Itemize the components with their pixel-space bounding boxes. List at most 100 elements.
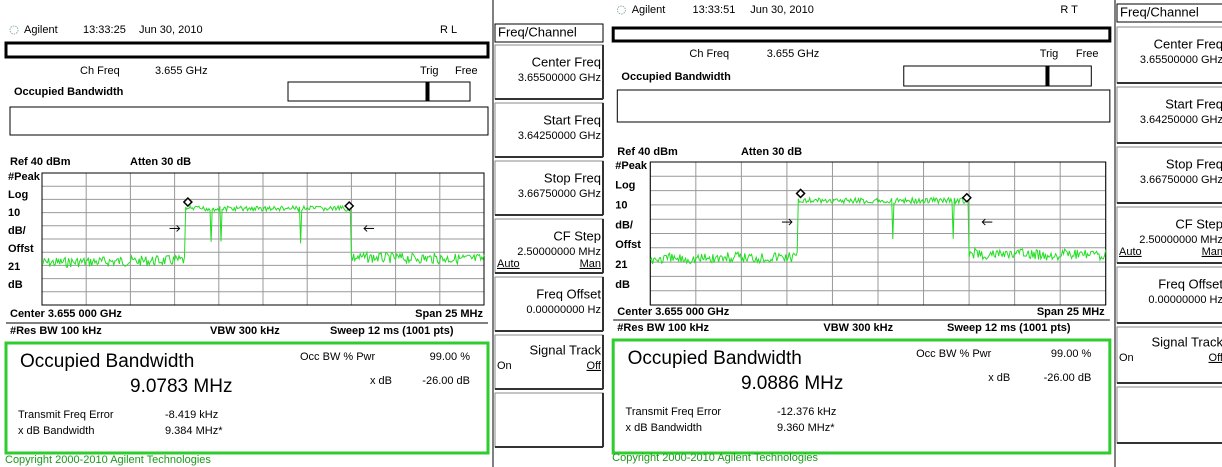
key-label: Signal Track xyxy=(1151,334,1222,349)
time: 13:33:25 xyxy=(83,24,126,36)
sweep: Sweep 12 ms (1001 pts) xyxy=(330,325,454,337)
results-title: Occupied Bandwidth xyxy=(628,348,802,369)
key-frame xyxy=(495,393,603,447)
soft-key-menu: Freq/ChannelCenter Freq3.65500000 GHzSta… xyxy=(495,24,603,447)
attenuation: Atten 30 dB xyxy=(741,146,802,158)
key-label: Freq Offset xyxy=(1158,276,1222,291)
message-box xyxy=(617,90,1110,122)
results-title: Occupied Bandwidth xyxy=(20,351,194,372)
key-label: CF Step xyxy=(553,228,601,243)
scale-label: 10 xyxy=(615,200,627,212)
soft-key[interactable]: Center Freq 3.65500000 GHz xyxy=(1117,27,1222,83)
scale-label: Offst xyxy=(615,239,641,251)
soft-key[interactable]: Freq Offset 0.00000000 Hz xyxy=(1117,267,1222,323)
key-label: Start Freq xyxy=(1165,96,1222,111)
soft-key[interactable]: Signal Track On Off xyxy=(1117,327,1222,383)
span: Span 25 MHz xyxy=(415,308,483,320)
soft-key[interactable]: Start Freq 3.64250000 GHz xyxy=(495,103,603,157)
key-option[interactable]: On xyxy=(497,360,512,372)
occupied-bandwidth: 9.0886 MHz xyxy=(741,373,843,394)
key-label: Start Freq xyxy=(543,112,601,127)
result-value: 9.360 MHz* xyxy=(777,422,835,434)
title-bar xyxy=(6,43,488,57)
key-option[interactable]: Auto xyxy=(497,258,520,270)
key-value: 3.65500000 GHz xyxy=(1140,54,1222,66)
key-value: 2.50000000 MHz xyxy=(1139,234,1222,246)
scale-label: 10 xyxy=(8,207,20,219)
soft-key[interactable]: Start Freq 3.64250000 GHz xyxy=(1117,87,1222,143)
soft-key[interactable] xyxy=(1117,387,1222,443)
result-value: -12.376 kHz xyxy=(777,406,836,418)
scale-label: dB/ xyxy=(8,225,26,237)
status-icon xyxy=(617,6,625,14)
result-label: x dB Bandwidth xyxy=(626,422,702,434)
ch-freq-label: Ch Freq xyxy=(689,48,729,60)
progress-box xyxy=(904,66,1092,86)
screenshot: Agilent13:33:25Jun 30, 2010R LCh Freq3.6… xyxy=(0,0,1222,467)
result-value: 99.00 % xyxy=(1051,348,1092,360)
center-freq: Center 3.655 000 GHz xyxy=(617,306,729,318)
copyright: Copyright 2000-2010 Agilent Technologies xyxy=(612,452,818,464)
status: R L xyxy=(440,24,457,36)
time: 13:33:51 xyxy=(693,4,736,16)
scale-label: Offst xyxy=(8,243,34,255)
result-value: -26.00 dB xyxy=(422,375,470,387)
vbw: VBW 300 kHz xyxy=(823,322,893,334)
status: R T xyxy=(1060,4,1078,16)
soft-key-menu: Freq/Channel Center Freq 3.65500000 GHz Sta… xyxy=(1117,4,1222,443)
result-value: 9.384 MHz* xyxy=(165,425,223,437)
key-option[interactable]: On xyxy=(1119,352,1134,364)
result-label: x dB Bandwidth xyxy=(18,425,94,437)
key-label: Center Freq xyxy=(1154,36,1222,51)
key-option[interactable]: Off xyxy=(587,360,602,372)
date: Jun 30, 2010 xyxy=(750,4,814,16)
marker xyxy=(963,194,971,202)
copyright: Copyright 2000-2010 Agilent Technologies xyxy=(5,454,211,466)
trig-label: Trig xyxy=(1040,48,1059,60)
key-value: 3.64250000 GHz xyxy=(1140,114,1222,126)
scale-label: 21 xyxy=(8,261,20,273)
trig-mode: Free xyxy=(1076,48,1099,60)
result-label: Occ BW % Pwr xyxy=(916,348,992,360)
occupied-bandwidth: 9.0783 MHz xyxy=(130,376,232,397)
ref-level: Ref 40 dBm xyxy=(10,156,71,168)
key-option[interactable]: Off xyxy=(1209,352,1222,364)
progress-mark xyxy=(1046,66,1049,86)
measurement-name: Occupied Bandwidth xyxy=(621,71,731,83)
scale-label: Log xyxy=(8,189,28,201)
menu-title: Freq/Channel xyxy=(1120,4,1199,19)
result-value: -8.419 kHz xyxy=(165,409,218,421)
key-option[interactable]: Man xyxy=(580,258,601,270)
sweep: Sweep 12 ms (1001 pts) xyxy=(947,322,1071,334)
result-label: Transmit Freq Error xyxy=(626,406,722,418)
key-option[interactable]: Man xyxy=(1202,246,1222,258)
key-value: 3.64250000 GHz xyxy=(518,130,601,142)
result-label: x dB xyxy=(988,372,1010,384)
res-bw: #Res BW 100 kHz xyxy=(10,325,102,337)
key-value: 3.66750000 GHz xyxy=(518,188,601,200)
key-value: 2.50000000 MHz xyxy=(517,246,601,258)
scale-label: Log xyxy=(615,180,635,192)
scale-label: 21 xyxy=(615,259,627,271)
result-value: 99.00 % xyxy=(430,351,471,363)
soft-key[interactable] xyxy=(495,393,603,447)
vbw: VBW 300 kHz xyxy=(210,325,280,337)
key-value: 3.66750000 GHz xyxy=(1140,174,1222,186)
key-value: 0.00000000 Hz xyxy=(1148,294,1222,306)
menu-title: Freq/Channel xyxy=(498,24,577,39)
measurement-name: Occupied Bandwidth xyxy=(14,86,124,98)
key-option[interactable]: Auto xyxy=(1119,246,1142,258)
key-frame xyxy=(1117,387,1222,443)
ch-freq-value: 3.655 GHz xyxy=(767,48,820,60)
title-bar xyxy=(613,28,1110,41)
key-label: CF Step xyxy=(1175,216,1222,231)
attenuation: Atten 30 dB xyxy=(130,156,191,168)
scale-label: dB xyxy=(615,279,630,291)
